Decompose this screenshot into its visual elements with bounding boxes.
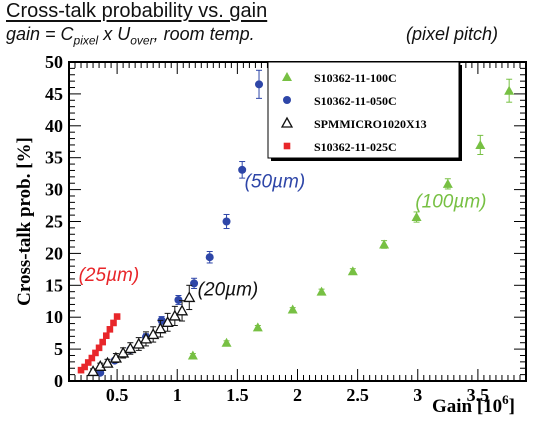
data-point bbox=[81, 363, 88, 371]
subtitle-over-sub: over bbox=[130, 33, 154, 48]
chart-title: Cross-talk probability vs. gain bbox=[6, 0, 268, 22]
legend-marker bbox=[280, 116, 294, 128]
subtitle-pixel-sub: pixel bbox=[73, 33, 99, 48]
data-point bbox=[124, 342, 137, 354]
subtitle-room-temp: , room temp. bbox=[153, 24, 255, 44]
data-point bbox=[110, 319, 117, 327]
data-point bbox=[154, 322, 167, 334]
subtitle-times-u: x U bbox=[98, 24, 131, 44]
series-S10362-11-100C bbox=[187, 78, 515, 360]
data-point bbox=[475, 139, 486, 149]
y-tick-label: 30 bbox=[45, 180, 63, 200]
x-axis-label-exponent: 6 bbox=[502, 392, 509, 407]
y-tick-label: 25 bbox=[45, 212, 63, 232]
annotation-label: (25µm) bbox=[79, 265, 140, 286]
data-point bbox=[238, 165, 247, 174]
x-tick-label: 1.5 bbox=[226, 385, 249, 405]
data-point bbox=[205, 253, 214, 262]
data-point bbox=[411, 212, 422, 222]
data-point bbox=[287, 304, 298, 314]
annotation-label: (50µm) bbox=[245, 172, 306, 193]
data-point bbox=[147, 328, 160, 340]
data-point bbox=[102, 332, 110, 340]
data-point bbox=[174, 295, 183, 304]
x-tick-label: 2 bbox=[293, 385, 302, 405]
data-point bbox=[221, 337, 232, 347]
x-tick-label: 3.5 bbox=[467, 385, 490, 405]
y-tick-label: 10 bbox=[45, 307, 63, 327]
data-point bbox=[187, 350, 198, 360]
subtitle-gain: gain = C bbox=[6, 24, 74, 44]
series-SPMMICRO1020X13 bbox=[86, 284, 196, 377]
legend-marker bbox=[282, 72, 292, 81]
data-point bbox=[88, 354, 96, 362]
y-tick-label: 5 bbox=[54, 339, 63, 359]
data-point bbox=[222, 217, 231, 226]
y-tick-label: 35 bbox=[45, 148, 63, 168]
y-tick-label: 50 bbox=[45, 52, 63, 72]
chart-subtitle: gain = Cpixel x Uover, room temp. bbox=[6, 24, 255, 48]
annotation-label: (20µm) bbox=[198, 280, 259, 301]
data-point bbox=[95, 344, 103, 352]
y-tick-label: 15 bbox=[45, 275, 63, 295]
data-point bbox=[84, 359, 92, 366]
y-tick-label: 20 bbox=[45, 243, 63, 263]
y-tick-label: 45 bbox=[45, 84, 63, 104]
data-point bbox=[113, 313, 121, 320]
legend-box bbox=[267, 61, 460, 159]
x-tick-label: 2.5 bbox=[346, 385, 369, 405]
legend-label: S10362-11-100C bbox=[314, 71, 397, 85]
data-point bbox=[99, 338, 106, 346]
data-point bbox=[161, 315, 174, 327]
x-axis-label-main: Gain [10 bbox=[432, 396, 502, 417]
data-point bbox=[347, 266, 358, 276]
y-axis-label: Cross-talk prob. [%] bbox=[14, 137, 35, 306]
x-axis-label: Gain [106] bbox=[432, 392, 515, 417]
legend-marker bbox=[283, 96, 291, 104]
series-S10362-11-050C bbox=[96, 69, 264, 377]
legend-label: SPMMICRO1020X13 bbox=[314, 117, 427, 131]
data-point bbox=[183, 291, 196, 303]
data-point bbox=[92, 349, 99, 357]
legend-marker bbox=[283, 142, 291, 150]
data-point bbox=[77, 366, 85, 374]
legend-label: S10362-11-050C bbox=[314, 94, 397, 108]
series-S10362-11-025C bbox=[77, 313, 121, 374]
legend: S10362-11-100C S10362-11-050C SPMMICRO1020… bbox=[267, 61, 462, 161]
x-tick-label: 0.5 bbox=[106, 385, 129, 405]
y-tick-label: 40 bbox=[45, 116, 63, 136]
data-point bbox=[442, 178, 453, 188]
data-point bbox=[106, 326, 114, 333]
annotation-label: (100µm) bbox=[415, 191, 486, 212]
data-point bbox=[252, 322, 263, 332]
data-point bbox=[175, 304, 189, 316]
data-point bbox=[316, 286, 327, 296]
y-tick-label: 0 bbox=[54, 371, 63, 391]
subtitle-pixel-pitch: (pixel pitch) bbox=[406, 24, 499, 44]
x-tick-label: 1 bbox=[173, 385, 182, 405]
data-point bbox=[379, 239, 390, 249]
data-point bbox=[504, 85, 515, 95]
x-tick-label: 3 bbox=[413, 385, 422, 405]
data-point bbox=[255, 80, 264, 89]
legend-label: S10362-11-025C bbox=[314, 140, 397, 154]
x-axis-label-tail: ] bbox=[509, 396, 515, 417]
